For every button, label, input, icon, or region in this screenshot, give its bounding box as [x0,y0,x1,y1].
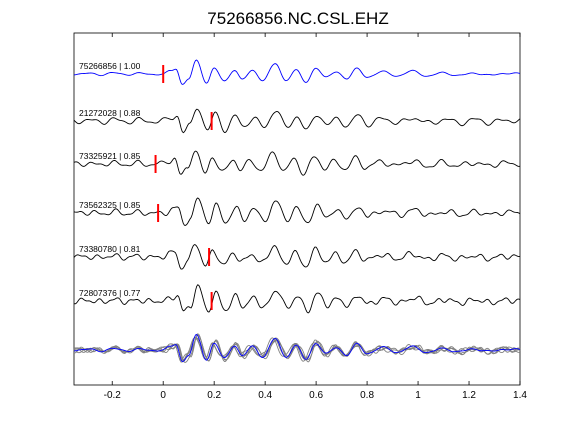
axes-frame [73,32,521,386]
x-tick-label-5: 0.6 [309,390,323,401]
trace-label-4: 73562325 | 0.85 [79,200,141,210]
x-tick-label-8: 1.2 [462,390,476,401]
trace-label-2: 21272028 | 0.88 [79,108,141,118]
trace-line-3 [73,150,521,176]
overlay-trace-1 [73,333,521,362]
trace-line-6 [73,284,521,314]
x-tick-label-1: -0.2 [104,390,122,401]
x-tick-label-4: 0.4 [258,390,272,401]
chart-title: 75266856.NC.CSL.EHZ [207,9,388,28]
x-axis-ticks: -0.2 0 0.2 0.4 0.6 0.8 1 1.2 1.4 [104,33,527,401]
trace-line-1 [73,59,521,85]
trace-label-5: 73380780 | 0.81 [79,244,141,254]
trace-label-6: 72807376 | 0.77 [79,288,141,298]
x-tick-label-9: 1.4 [513,390,527,401]
trace-label-1: 75266856 | 1.00 [79,61,141,71]
x-tick-label-3: 0.2 [207,390,221,401]
trace-line-4 [73,197,521,226]
x-tick-label-6: 0.8 [360,390,374,401]
overlay-trace-2 [73,337,521,363]
trace-line-5 [73,244,521,270]
traces-layer [73,59,521,363]
x-tick-label-2: 0 [160,390,166,401]
x-tick-label-7: 1 [415,390,421,401]
trace-label-3: 73325921 | 0.85 [79,151,141,161]
trace-labels: 75266856 | 1.00 21272028 | 0.88 73325921 |… [79,61,141,298]
pick-markers [154,65,213,310]
trace-line-2 [73,108,521,134]
